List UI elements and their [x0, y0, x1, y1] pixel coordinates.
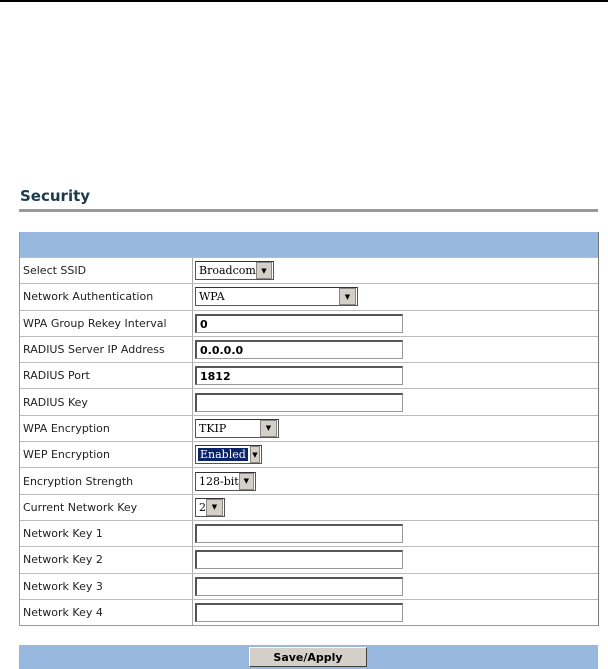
wpa-encryption-label: WPA Encryption [20, 415, 193, 442]
radius-port-label: RADIUS Port [20, 363, 193, 389]
network-key-3-label: Network Key 3 [20, 573, 193, 599]
form-rows: Select SSID Broadcom ▼ Network Authenticati… [20, 257, 598, 627]
network-key-1-input[interactable] [195, 524, 403, 544]
form-row-wpa-encryption: WPA Encryption TKIP ▼ [20, 414, 598, 442]
form-row-current-network-key: Current Network Key 2 ▼ [20, 493, 598, 520]
network-key-1-label: Network Key 1 [20, 520, 193, 547]
current-network-key-label: Current Network Key [20, 494, 193, 520]
network-key-2-input[interactable] [195, 550, 403, 570]
wpa-encryption-select[interactable]: TKIP ▼ [195, 418, 279, 438]
encryption-strength-label: Encryption Strength [20, 468, 193, 494]
network-authentication-value: WPA [199, 290, 225, 304]
form-row-network-key-2: Network Key 2 [20, 546, 598, 573]
wep-encryption-select[interactable]: Enabled ▼ [195, 445, 262, 465]
select-ssid-value: Broadcom [199, 264, 256, 278]
network-key-4-control-cell [193, 603, 403, 622]
form-row-wep-encryption: WEP Encryption Enabled ▼ [20, 441, 598, 468]
chevron-down-icon[interactable]: ▼ [238, 472, 254, 490]
encryption-strength-value: 128-bit [199, 474, 239, 488]
form-row-network-key-3: Network Key 3 [20, 572, 598, 599]
network-authentication-select[interactable]: WPA ▼ [195, 287, 358, 307]
form-row-network-key-1: Network Key 1 [20, 519, 598, 547]
chevron-down-icon[interactable]: ▼ [249, 446, 260, 464]
wep-encryption-control-cell: Enabled ▼ [193, 445, 262, 465]
chevron-down-icon[interactable]: ▼ [260, 419, 277, 437]
form-row-network-authentication: Network Authentication WPA ▼ [20, 283, 598, 310]
footer-bar: Save/Apply [19, 645, 598, 669]
select-ssid-select[interactable]: Broadcom ▼ [195, 261, 274, 281]
save-apply-button[interactable]: Save/Apply [249, 647, 367, 667]
radius-key-input[interactable] [195, 392, 403, 412]
network-key-3-control-cell [193, 576, 403, 596]
chevron-down-icon[interactable]: ▼ [339, 288, 356, 306]
network-key-2-label: Network Key 2 [20, 547, 193, 573]
title-divider [19, 209, 598, 212]
wpa-group-rekey-interval-control-cell: 0 [193, 313, 403, 333]
wpa-encryption-control-cell: TKIP ▼ [193, 418, 279, 438]
radius-server-ip-address-control-cell: 0.0.0.0 [193, 340, 403, 360]
form-row-network-key-4: Network Key 4 [20, 598, 598, 627]
current-network-key-select[interactable]: 2 ▼ [195, 497, 225, 517]
form-row-select-ssid: Select SSID Broadcom ▼ [20, 257, 598, 284]
form-row-encryption-strength: Encryption Strength 128-bit ▼ [20, 467, 598, 494]
radius-key-control-cell [193, 392, 403, 412]
network-key-2-control-cell [193, 550, 403, 570]
chevron-down-icon[interactable]: ▼ [255, 262, 272, 280]
chevron-down-icon[interactable]: ▼ [206, 498, 223, 516]
radius-server-ip-address-label: RADIUS Server IP Address [20, 336, 193, 363]
network-key-4-input[interactable] [195, 603, 403, 622]
wpa-encryption-value: TKIP [199, 421, 227, 435]
wpa-group-rekey-interval-input[interactable]: 0 [195, 313, 403, 333]
network-authentication-control-cell: WPA ▼ [193, 287, 358, 307]
radius-port-control-cell: 1812 [193, 366, 403, 386]
top-border [0, 0, 608, 2]
security-form-table: Select SSID Broadcom ▼ Network Authenticati… [19, 232, 599, 627]
form-row-radius-port: RADIUS Port 1812 [20, 362, 598, 389]
network-key-1-control-cell [193, 524, 403, 544]
network-key-3-input[interactable] [195, 576, 403, 596]
network-key-4-label: Network Key 4 [20, 599, 193, 626]
wep-encryption-label: WEP Encryption [20, 442, 193, 468]
select-ssid-control-cell: Broadcom ▼ [193, 261, 274, 281]
select-ssid-label: Select SSID [20, 258, 193, 284]
table-header-bar [20, 232, 598, 257]
radius-server-ip-address-input[interactable]: 0.0.0.0 [195, 340, 403, 360]
radius-port-input[interactable]: 1812 [195, 366, 403, 386]
network-authentication-label: Network Authentication [20, 284, 193, 310]
current-network-key-control-cell: 2 ▼ [193, 497, 225, 517]
encryption-strength-control-cell: 128-bit ▼ [193, 471, 256, 491]
wpa-group-rekey-interval-label: WPA Group Rekey Interval [20, 310, 193, 336]
page-title: Security [20, 187, 91, 205]
form-row-radius-key: RADIUS Key [20, 388, 598, 415]
form-row-wpa-group-rekey-interval: WPA Group Rekey Interval 0 [20, 309, 598, 336]
radius-key-label: RADIUS Key [20, 389, 193, 415]
encryption-strength-select[interactable]: 128-bit ▼ [195, 471, 256, 491]
current-network-key-value: 2 [199, 500, 206, 514]
form-row-radius-server-ip-address: RADIUS Server IP Address 0.0.0.0 [20, 335, 598, 363]
wep-encryption-value: Enabled [197, 447, 249, 463]
